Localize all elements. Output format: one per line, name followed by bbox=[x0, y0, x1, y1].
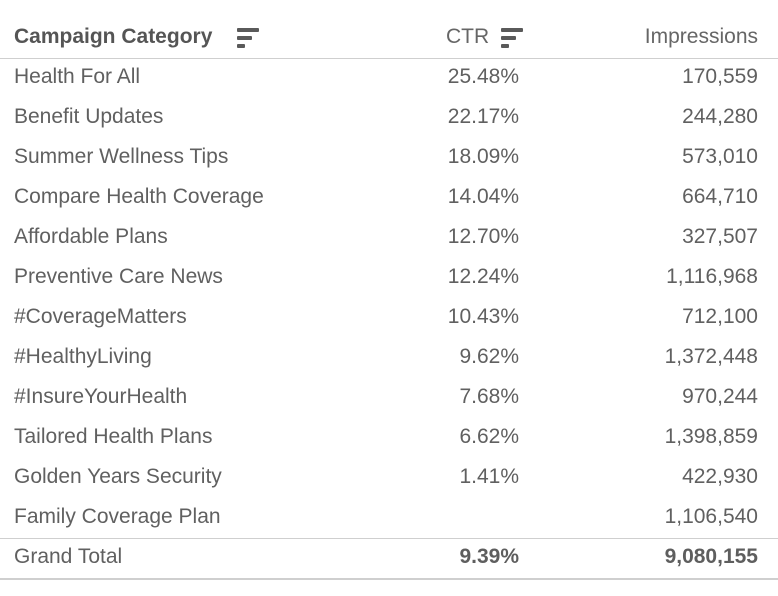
cell-ctr: 18.09% bbox=[447, 145, 519, 168]
table-row: Family Coverage Plan 1,106,540 bbox=[0, 499, 778, 539]
table-row: Summer Wellness Tips 18.09% 573,010 bbox=[0, 139, 778, 179]
table-row: #InsureYourHealth 7.68% 970,244 bbox=[0, 379, 778, 419]
table-header: Campaign Category CTR Impressions bbox=[0, 16, 778, 59]
grand-total-label: Grand Total bbox=[14, 545, 123, 568]
cell-impressions: 1,398,859 bbox=[664, 425, 758, 448]
sort-descending-icon[interactable] bbox=[501, 28, 523, 48]
cell-ctr: 6.62% bbox=[459, 425, 519, 448]
cell-ctr: 25.48% bbox=[447, 65, 519, 88]
cell-impressions: 712,100 bbox=[682, 305, 758, 328]
cell-campaign-category: Tailored Health Plans bbox=[14, 425, 213, 448]
grand-total-ctr: 9.39% bbox=[459, 545, 519, 568]
table-row: Affordable Plans 12.70% 327,507 bbox=[0, 219, 778, 259]
cell-ctr: 14.04% bbox=[447, 185, 519, 208]
cell-impressions: 1,372,448 bbox=[664, 345, 758, 368]
grand-total-row: Grand Total 9.39% 9,080,155 bbox=[0, 538, 778, 580]
cell-ctr: 22.17% bbox=[447, 105, 519, 128]
cell-campaign-category: #InsureYourHealth bbox=[14, 385, 188, 408]
cell-campaign-category: #CoverageMatters bbox=[14, 305, 187, 328]
cell-campaign-category: #HealthyLiving bbox=[14, 345, 152, 368]
cell-campaign-category: Golden Years Security bbox=[14, 465, 222, 488]
column-header-impressions[interactable]: Impressions bbox=[644, 25, 758, 48]
header-divider bbox=[0, 58, 290, 59]
header-divider bbox=[290, 58, 778, 59]
column-header-campaign-category[interactable]: Campaign Category bbox=[14, 25, 213, 48]
table-row: #CoverageMatters 10.43% 712,100 bbox=[0, 299, 778, 339]
cell-campaign-category: Affordable Plans bbox=[14, 225, 168, 248]
cell-impressions: 664,710 bbox=[682, 185, 758, 208]
table-row: Benefit Updates 22.17% 244,280 bbox=[0, 99, 778, 139]
cell-campaign-category: Preventive Care News bbox=[14, 265, 223, 288]
cell-ctr: 7.68% bbox=[459, 385, 519, 408]
table-row: Preventive Care News 12.24% 1,116,968 bbox=[0, 259, 778, 299]
table-row: Health For All 25.48% 170,559 bbox=[0, 59, 778, 99]
cell-campaign-category: Compare Health Coverage bbox=[14, 185, 264, 208]
cell-impressions: 422,930 bbox=[682, 465, 758, 488]
sort-descending-icon[interactable] bbox=[237, 28, 259, 48]
cell-impressions: 573,010 bbox=[682, 145, 758, 168]
grand-total-impressions: 9,080,155 bbox=[664, 545, 758, 568]
cell-impressions: 1,106,540 bbox=[664, 505, 758, 528]
table-row: Compare Health Coverage 14.04% 664,710 bbox=[0, 179, 778, 219]
cell-ctr: 1.41% bbox=[459, 465, 519, 488]
table-row: Tailored Health Plans 6.62% 1,398,859 bbox=[0, 419, 778, 459]
cell-impressions: 244,280 bbox=[682, 105, 758, 128]
cell-campaign-category: Summer Wellness Tips bbox=[14, 145, 229, 168]
cell-impressions: 970,244 bbox=[682, 385, 758, 408]
cell-campaign-category: Family Coverage Plan bbox=[14, 505, 221, 528]
total-bottom-border bbox=[0, 578, 778, 580]
cell-ctr: 10.43% bbox=[447, 305, 519, 328]
cell-campaign-category: Health For All bbox=[14, 65, 141, 88]
cell-campaign-category: Benefit Updates bbox=[14, 105, 164, 128]
cell-ctr: 12.70% bbox=[447, 225, 519, 248]
table-body: Health For All 25.48% 170,559 Benefit Updat… bbox=[0, 59, 778, 539]
table-row: Golden Years Security 1.41% 422,930 bbox=[0, 459, 778, 499]
table-row: #HealthyLiving 9.62% 1,372,448 bbox=[0, 339, 778, 379]
campaign-table: Campaign Category CTR Impressions Health… bbox=[0, 16, 778, 580]
cell-ctr: 9.62% bbox=[459, 345, 519, 368]
cell-ctr: 12.24% bbox=[447, 265, 519, 288]
cell-impressions: 1,116,968 bbox=[666, 265, 758, 288]
total-divider bbox=[0, 538, 778, 539]
cell-impressions: 170,559 bbox=[682, 65, 758, 88]
cell-impressions: 327,507 bbox=[682, 225, 758, 248]
column-header-ctr[interactable]: CTR bbox=[446, 25, 490, 48]
